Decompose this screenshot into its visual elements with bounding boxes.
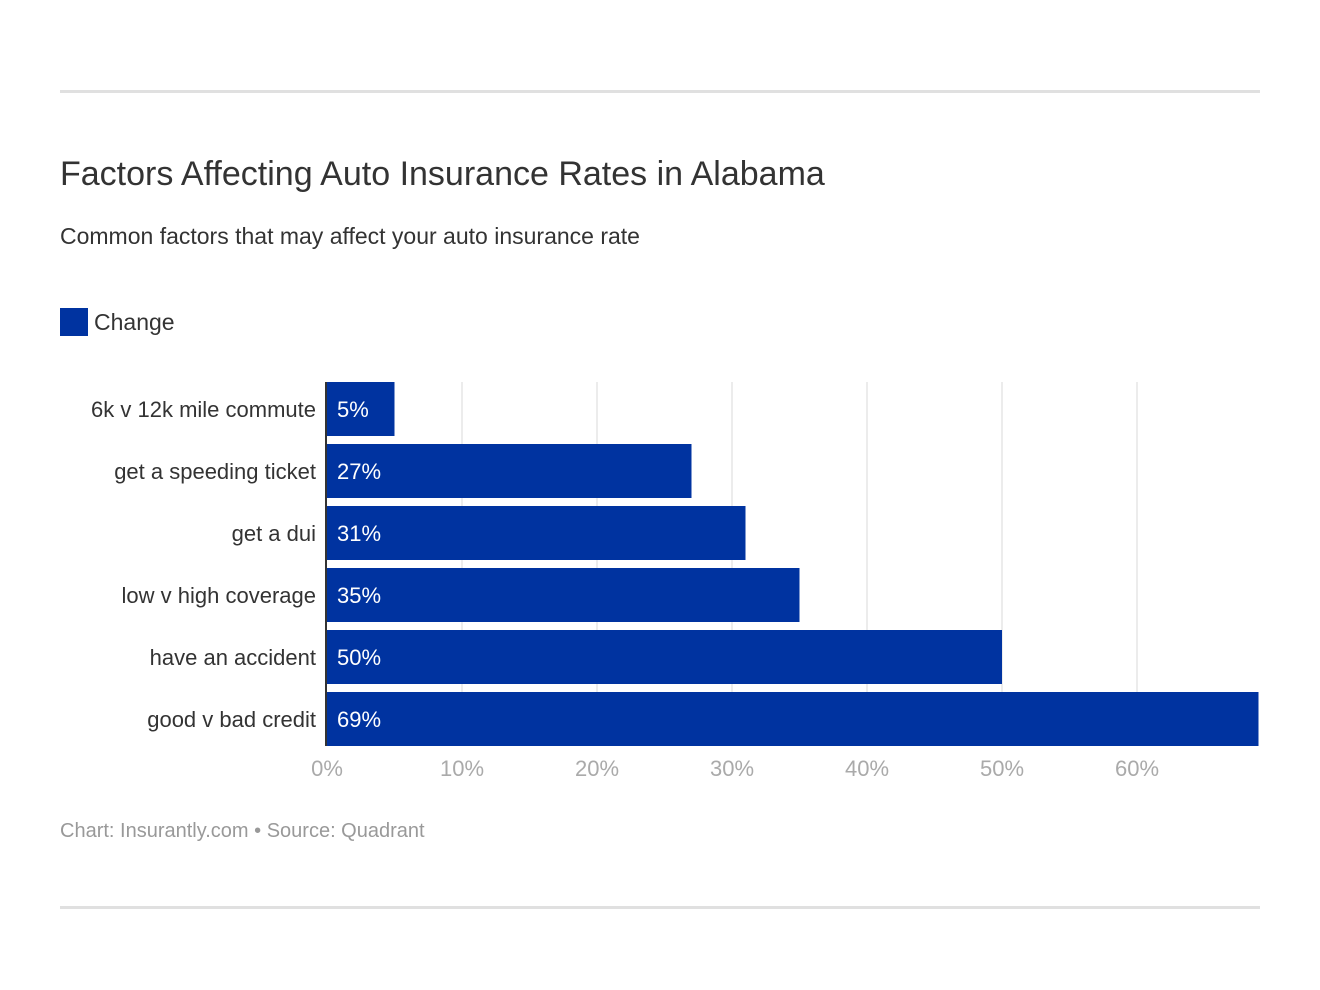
data-label: 27% bbox=[337, 459, 381, 484]
category-label: good v bad credit bbox=[147, 707, 316, 732]
x-tick-label: 30% bbox=[710, 756, 754, 781]
category-label: get a dui bbox=[232, 521, 316, 546]
chart-title: Factors Affecting Auto Insurance Rates i… bbox=[60, 155, 825, 193]
top-divider bbox=[60, 90, 1260, 93]
x-tick-label: 60% bbox=[1115, 756, 1159, 781]
bottom-divider bbox=[60, 906, 1260, 909]
data-label: 50% bbox=[337, 645, 381, 670]
data-label: 69% bbox=[337, 707, 381, 732]
bar bbox=[327, 630, 1002, 684]
category-label: have an accident bbox=[150, 645, 316, 670]
category-label: low v high coverage bbox=[122, 583, 316, 608]
bar bbox=[327, 506, 746, 560]
legend-label: Change bbox=[94, 308, 175, 335]
x-tick-label: 50% bbox=[980, 756, 1024, 781]
chart-subtitle: Common factors that may affect your auto… bbox=[60, 223, 640, 249]
category-label: get a speeding ticket bbox=[114, 459, 316, 484]
chart-credit: Chart: Insurantly.com • Source: Quadrant bbox=[60, 820, 425, 842]
x-tick-label: 10% bbox=[440, 756, 484, 781]
x-tick-label: 40% bbox=[845, 756, 889, 781]
bar bbox=[327, 382, 395, 436]
legend-swatch bbox=[60, 308, 88, 336]
category-label: 6k v 12k mile commute bbox=[91, 397, 316, 422]
data-label: 31% bbox=[337, 521, 381, 546]
x-tick-label: 20% bbox=[575, 756, 619, 781]
bar bbox=[327, 692, 1259, 746]
bar bbox=[327, 568, 800, 622]
bar bbox=[327, 444, 692, 498]
legend: Change bbox=[60, 308, 175, 336]
x-tick-label: 0% bbox=[311, 756, 343, 781]
data-label: 5% bbox=[337, 397, 369, 422]
data-label: 35% bbox=[337, 583, 381, 608]
